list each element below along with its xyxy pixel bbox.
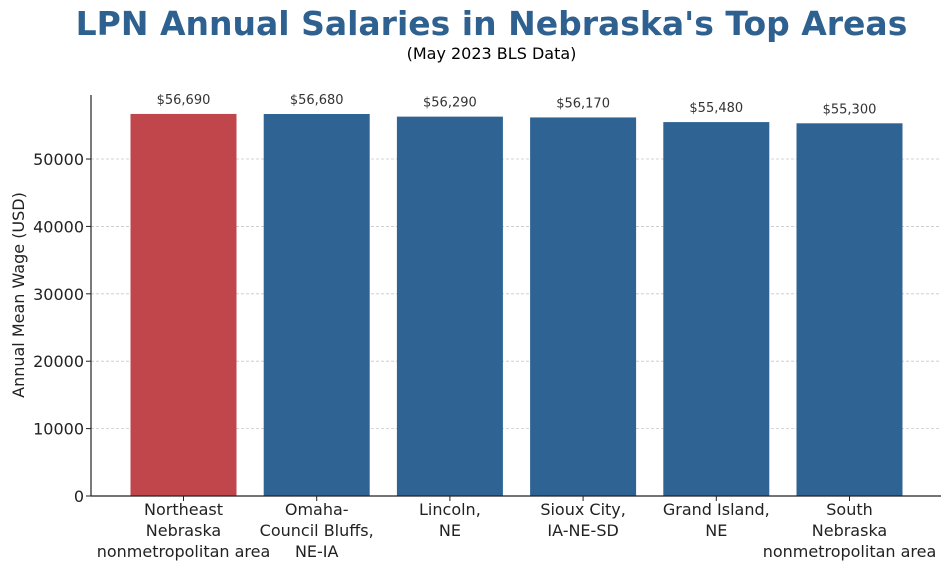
x-tick-label: Omaha- <box>285 500 349 519</box>
bar-value-label: $56,680 <box>290 93 344 108</box>
x-tick-label: Northeast <box>144 500 223 519</box>
axes: 0 10000 20000 30000 40000 50000 <box>33 95 941 506</box>
y-tick-label: 30000 <box>33 285 84 304</box>
x-tick-label: NE <box>439 521 461 540</box>
x-tick-label: Council Bluffs, <box>260 521 374 540</box>
bar-value-label: $56,170 <box>556 96 610 111</box>
x-tick-label: NE <box>705 521 727 540</box>
y-axis-label: Annual Mean Wage (USD) <box>9 192 28 398</box>
bar <box>796 123 903 497</box>
bars <box>130 113 903 497</box>
bar-value-label: $56,290 <box>423 96 477 111</box>
y-tick-label: 10000 <box>33 420 84 439</box>
y-tick-label: 20000 <box>33 352 84 371</box>
chart-subtitle: (May 2023 BLS Data) <box>406 44 577 63</box>
x-tick-label: Nebraska <box>146 521 221 540</box>
x-tick-label: Nebraska <box>812 521 887 540</box>
bar <box>396 116 503 496</box>
x-tick-label: Sioux City, <box>540 500 626 519</box>
y-tick-label: 50000 <box>33 150 84 169</box>
y-tick-label: 0 <box>74 487 84 506</box>
bar <box>130 113 237 496</box>
x-tick-label: IA-NE-SD <box>547 521 618 540</box>
x-tick-label: NE-IA <box>295 542 339 561</box>
x-tick-label: Lincoln, <box>419 500 481 519</box>
bar-value-label: $56,690 <box>157 93 211 108</box>
bar <box>663 122 770 496</box>
labels: $56,690 Northeast Nebraska nonmetropolitan … <box>9 93 936 561</box>
chart-title: LPN Annual Salaries in Nebraska's Top Ar… <box>75 4 908 43</box>
x-tick-label: nonmetropolitan area <box>97 542 271 561</box>
bar <box>263 114 370 497</box>
y-tick-label: 40000 <box>33 217 84 236</box>
x-tick-label: Grand Island, <box>663 500 770 519</box>
bar-value-label: $55,480 <box>689 101 743 116</box>
bar <box>530 117 637 497</box>
x-tick-label: nonmetropolitan area <box>763 542 937 561</box>
bar-value-label: $55,300 <box>823 102 877 117</box>
x-tick-label: South <box>826 500 873 519</box>
